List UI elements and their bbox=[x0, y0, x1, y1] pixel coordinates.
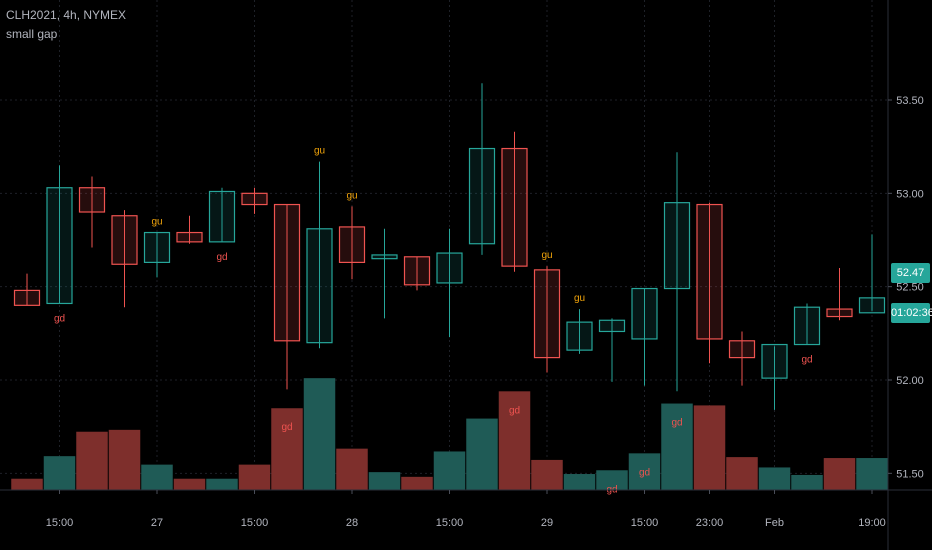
gap-down-label: gd bbox=[281, 422, 292, 433]
volume-bar bbox=[238, 464, 271, 490]
candle-body bbox=[793, 306, 821, 346]
price-tick-label: 52.00 bbox=[896, 375, 924, 387]
time-tick-label: 19:00 bbox=[858, 517, 886, 529]
gap-up-label: gu bbox=[541, 250, 552, 261]
price-tick-label: 53.50 bbox=[896, 95, 924, 107]
candle-body bbox=[78, 187, 106, 213]
candle-body bbox=[501, 147, 528, 267]
price-tick-label: 53.00 bbox=[896, 188, 924, 200]
candle-body bbox=[566, 321, 593, 351]
candle-body bbox=[728, 340, 756, 359]
time-tick-label: 29 bbox=[541, 517, 553, 529]
candle-body bbox=[143, 231, 171, 264]
gap-up-label: gu bbox=[574, 293, 585, 304]
candle-body bbox=[111, 215, 138, 265]
volume-bar bbox=[108, 429, 141, 490]
time-tick-label: 15:00 bbox=[436, 517, 464, 529]
candle-body bbox=[371, 254, 398, 260]
time-tick-label: 15:00 bbox=[241, 517, 269, 529]
time-tick-label: Feb bbox=[765, 517, 784, 529]
volume-bar bbox=[726, 457, 758, 490]
time-tick-label: 15:00 bbox=[46, 517, 74, 529]
candle-body bbox=[696, 203, 723, 340]
candle-body bbox=[858, 297, 886, 314]
candle-body bbox=[761, 343, 788, 379]
volume-bar bbox=[693, 405, 726, 490]
candle-body bbox=[826, 308, 853, 318]
volume-bar bbox=[661, 403, 693, 490]
volume-bar bbox=[563, 474, 596, 490]
candle-body bbox=[13, 289, 41, 306]
volume-bar bbox=[336, 448, 368, 490]
candle-body bbox=[403, 256, 431, 286]
gap-down-label: gd bbox=[801, 355, 812, 366]
volume-bar bbox=[271, 408, 303, 490]
gap-down-label: gd bbox=[671, 418, 682, 429]
volume-bar bbox=[43, 456, 76, 490]
candle-body bbox=[208, 190, 236, 243]
price-tick-label: 52.50 bbox=[896, 282, 924, 294]
symbol-title: CLH2021, 4h, NYMEX bbox=[6, 8, 127, 22]
gap-down-label: gd bbox=[54, 313, 65, 324]
candle-body bbox=[468, 147, 496, 245]
gap-up-label: gu bbox=[151, 217, 162, 228]
last-price-label: 52.47 bbox=[891, 263, 930, 283]
volume-bar bbox=[401, 476, 433, 490]
gap-down-label: gd bbox=[639, 467, 650, 478]
volume-bar bbox=[856, 458, 888, 490]
volume-bar bbox=[498, 391, 531, 490]
price-tick-label: 51.50 bbox=[896, 468, 924, 480]
candle-body bbox=[176, 231, 203, 243]
volume-bar bbox=[303, 378, 336, 490]
volume-bar bbox=[433, 451, 466, 490]
time-tick-label: 27 bbox=[151, 517, 163, 529]
time-tick-label: 15:00 bbox=[631, 517, 659, 529]
indicator-title: small gap bbox=[6, 27, 58, 41]
volume-bar bbox=[466, 418, 498, 490]
volume-bar bbox=[141, 464, 173, 490]
candle-body bbox=[241, 192, 268, 206]
candle-body bbox=[436, 252, 463, 284]
candle-body bbox=[306, 228, 333, 344]
candle-body bbox=[631, 287, 658, 340]
volume-bar bbox=[11, 478, 43, 490]
volume-bar bbox=[206, 478, 238, 490]
candle-body bbox=[663, 202, 691, 290]
volume-bar bbox=[758, 467, 791, 490]
volume-bar bbox=[173, 478, 206, 490]
candle-body bbox=[598, 319, 626, 333]
candle-body bbox=[46, 187, 73, 305]
volume-bar bbox=[76, 431, 108, 490]
gap-up-label: gu bbox=[346, 190, 357, 201]
gap-up-label: gu bbox=[314, 146, 325, 157]
candle-body bbox=[533, 269, 561, 359]
volume-bar bbox=[368, 472, 401, 490]
gap-down-label: gd bbox=[216, 252, 227, 263]
candle-body bbox=[273, 203, 301, 342]
volume-bar bbox=[596, 470, 628, 490]
volume-bar bbox=[791, 474, 823, 490]
time-tick-label: 28 bbox=[346, 517, 358, 529]
volume-bar bbox=[823, 458, 856, 490]
gap-down-label: gd bbox=[509, 405, 520, 416]
candle-body bbox=[338, 226, 366, 264]
time-tick-label: 23:00 bbox=[696, 517, 724, 529]
bar-countdown-label: 01:02:36 bbox=[891, 303, 932, 323]
volume-bar bbox=[531, 459, 563, 490]
volume-bar bbox=[628, 453, 661, 490]
